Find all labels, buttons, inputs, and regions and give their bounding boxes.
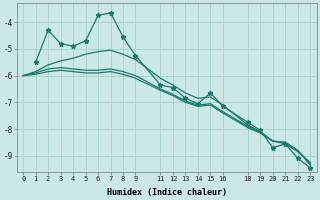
X-axis label: Humidex (Indice chaleur): Humidex (Indice chaleur) <box>107 188 227 197</box>
